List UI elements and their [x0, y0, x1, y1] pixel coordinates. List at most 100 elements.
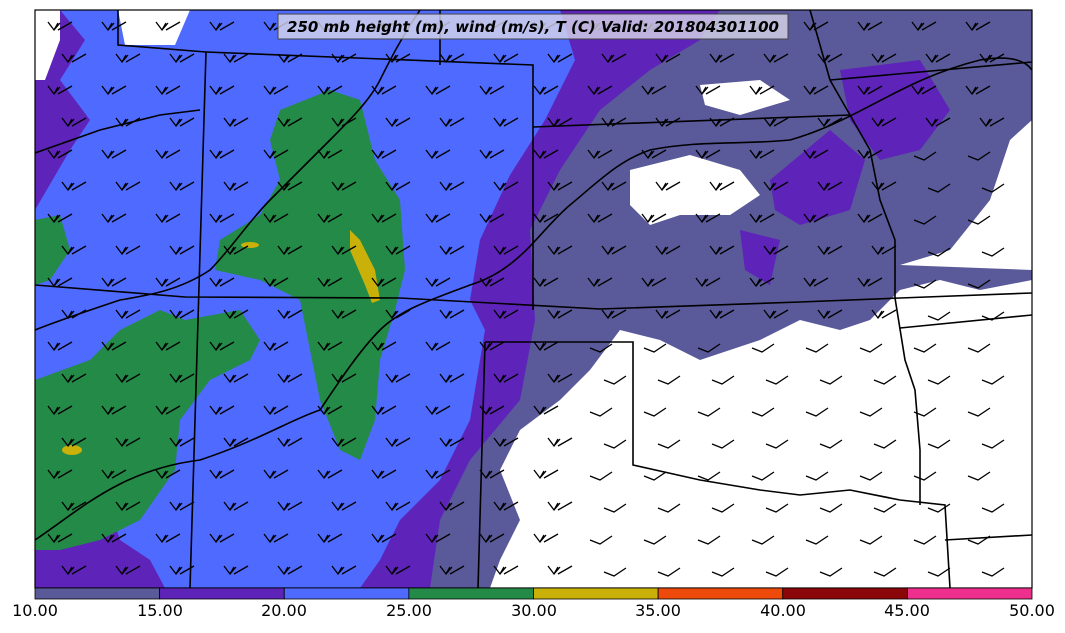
wind-barb-icon	[263, 277, 289, 288]
wind-barb-icon	[371, 533, 397, 544]
wind-barb-icon	[209, 85, 235, 96]
wind-barb-icon	[115, 437, 141, 448]
fill-15-20-ks2	[740, 230, 780, 285]
wind-barb-icon	[819, 439, 843, 449]
wind-barb-icon	[765, 503, 789, 513]
wind-barb-icon	[763, 309, 789, 320]
wind-barb-icon	[331, 437, 357, 448]
colorbar-tick-label: 10.00	[12, 601, 58, 620]
wind-barb-icon	[385, 181, 411, 192]
wind-barb-icon	[967, 535, 991, 545]
wind-barb-icon	[913, 151, 937, 161]
fill-15-20-east	[840, 60, 950, 160]
wind-barb-icon	[709, 53, 735, 64]
colorbar-segment	[283, 587, 410, 600]
wind-barb-icon	[873, 375, 897, 385]
fill-below-10-ne	[700, 80, 790, 115]
wind-barb-icon	[61, 501, 87, 512]
wind-barb-icon	[169, 53, 195, 64]
wind-barb-icon	[587, 149, 613, 160]
wind-barb-icon	[425, 341, 451, 352]
wind-barb-icon	[819, 375, 843, 385]
wind-barb-icon	[371, 213, 397, 224]
wind-barb-icon	[655, 245, 681, 256]
wind-barb-icon	[601, 245, 627, 256]
wind-barb-icon	[967, 151, 991, 161]
wind-barb-icon	[805, 535, 829, 545]
wind-barb-icon	[385, 373, 411, 384]
wind-barb-icon	[655, 53, 681, 64]
wind-barb-icon	[533, 469, 559, 480]
wind-barb-icon	[967, 471, 991, 481]
wind-barb-icon	[155, 277, 181, 288]
wind-barb-icon	[223, 565, 249, 576]
wind-barb-icon	[601, 309, 627, 320]
colorbar-tick-label: 30.00	[511, 601, 557, 620]
wind-barb-icon	[425, 149, 451, 160]
wind-barb-icon	[331, 565, 357, 576]
wind-barb-icon	[589, 535, 613, 545]
wind-barb-icon	[223, 117, 249, 128]
wind-barb-icon	[589, 471, 613, 481]
wind-barb-icon	[589, 343, 613, 353]
wind-barb-icon	[223, 373, 249, 384]
wind-barb-icon	[803, 277, 829, 288]
wind-barb-icon	[967, 343, 991, 353]
wind-barb-icon	[277, 437, 303, 448]
wind-barb-icon	[209, 213, 235, 224]
state-border	[849, 114, 896, 298]
wind-barb-icon	[223, 309, 249, 320]
wind-barb-icon	[101, 405, 127, 416]
wind-barb-icon	[493, 181, 519, 192]
wind-barb-icon	[657, 439, 681, 449]
colorbar-segment	[34, 587, 161, 600]
wind-barb-icon	[911, 85, 937, 96]
wind-barb-icon	[981, 503, 1005, 513]
wind-barb-icon	[981, 247, 1005, 257]
wind-barb-icon	[371, 341, 397, 352]
wind-barb-icon	[101, 277, 127, 288]
wind-barb-icon	[709, 245, 735, 256]
wind-barb-icon	[331, 245, 357, 256]
wind-barb-icon	[169, 309, 195, 320]
wind-barb-icon	[547, 245, 573, 256]
wind-barb-icon	[913, 343, 937, 353]
wind-barb-icon	[643, 535, 667, 545]
wind-barb-icon	[425, 469, 451, 480]
fill-below-10-east	[900, 120, 1032, 270]
colorbar-tick-label: 35.00	[635, 601, 681, 620]
wind-barb-icon	[155, 341, 181, 352]
wind-barb-icon	[115, 245, 141, 256]
wind-barb-icon	[101, 341, 127, 352]
wind-barb-icon	[603, 439, 627, 449]
wind-barb-icon	[371, 469, 397, 480]
wind-barb-icon	[115, 309, 141, 320]
wind-barb-icon	[547, 565, 573, 576]
wind-barb-icon	[385, 245, 411, 256]
wind-barb-icon	[967, 215, 991, 225]
wind-barb-icon	[385, 437, 411, 448]
wind-barb-icon	[587, 85, 613, 96]
state-border	[117, 10, 207, 53]
wind-barb-icon	[439, 373, 465, 384]
wind-barb-icon	[317, 533, 343, 544]
wind-barb-icon	[859, 343, 883, 353]
wind-barb-icon	[803, 149, 829, 160]
wind-barb-icon	[101, 533, 127, 544]
wind-barb-icon	[61, 53, 87, 64]
wind-barb-icon	[47, 341, 73, 352]
state-border	[485, 341, 951, 588]
state-border	[35, 109, 201, 154]
height-contour	[35, 57, 1032, 541]
wind-barb-icon	[913, 471, 937, 481]
wind-barb-icon	[277, 501, 303, 512]
wind-barb-icon	[817, 245, 843, 256]
wind-barb-icon	[155, 533, 181, 544]
wind-barb-icon	[209, 149, 235, 160]
wind-barb-icon	[857, 21, 883, 32]
wind-barb-icon	[493, 373, 519, 384]
wind-barb-icon	[277, 181, 303, 192]
height-contour	[35, 10, 421, 331]
wind-barb-icon	[385, 501, 411, 512]
wind-barb-icon	[655, 309, 681, 320]
